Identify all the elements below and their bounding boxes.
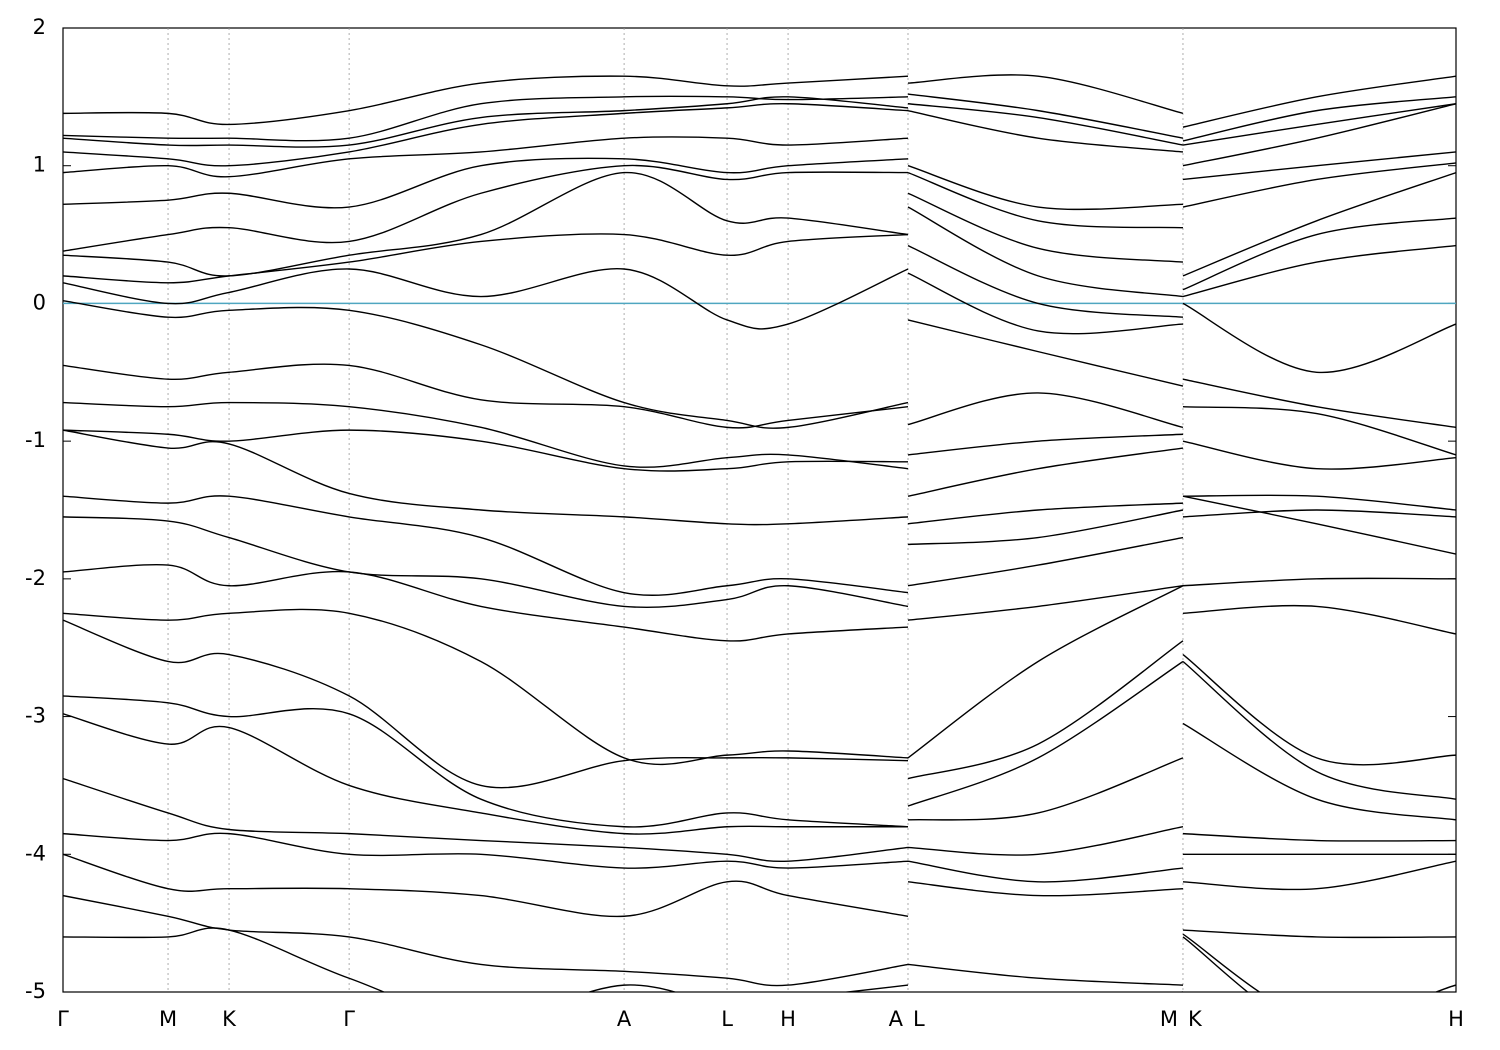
band: [63, 299, 1456, 429]
x-tick-label: K: [1188, 1007, 1203, 1031]
band: [63, 93, 1456, 142]
band: [63, 585, 1456, 766]
x-tick-label: Γ: [57, 1007, 69, 1031]
y-tick-label: 1: [33, 153, 46, 177]
band: [63, 927, 1249, 992]
x-tick-label: Γ: [343, 1007, 355, 1031]
y-tick-label: 2: [33, 15, 46, 39]
band: [63, 157, 1456, 229]
y-tick-label: -3: [25, 704, 46, 728]
band: [63, 136, 1456, 211]
x-tick-label: L: [721, 1007, 733, 1031]
band: [63, 619, 1456, 800]
x-tick-label: L: [913, 1007, 925, 1031]
band: [63, 429, 1456, 526]
band: [63, 495, 1456, 596]
y-tick-label: 0: [33, 290, 46, 314]
band: [63, 164, 1456, 277]
y-tick-label: -5: [25, 979, 46, 1003]
y-tick-label: -4: [25, 841, 46, 865]
band: [63, 363, 1456, 456]
band: [63, 832, 1456, 891]
plot-area: [63, 74, 1456, 992]
band: [63, 777, 1456, 863]
band: [63, 853, 1456, 939]
band: [63, 713, 1456, 842]
x-tick-label: A: [889, 1007, 904, 1031]
x-tick-label: H: [780, 1007, 796, 1031]
band: [63, 233, 1456, 318]
y-tick-label: -2: [25, 566, 46, 590]
x-tick-label: K: [222, 1007, 237, 1031]
x-tick-label: M: [1160, 1007, 1178, 1031]
band: [63, 74, 1456, 128]
band: [63, 894, 1456, 992]
band: [63, 401, 1456, 470]
band: [63, 96, 1456, 148]
band: [63, 429, 1456, 511]
band: [63, 267, 1456, 373]
x-tick-label: M: [159, 1007, 177, 1031]
band: [63, 564, 1456, 642]
band: [63, 516, 1456, 609]
band: [63, 171, 1456, 298]
x-tick-label: A: [617, 1007, 632, 1031]
band: [63, 103, 1456, 167]
band: [63, 660, 1456, 828]
y-tick-label: -1: [25, 428, 46, 452]
x-tick-label: H: [1448, 1007, 1464, 1031]
